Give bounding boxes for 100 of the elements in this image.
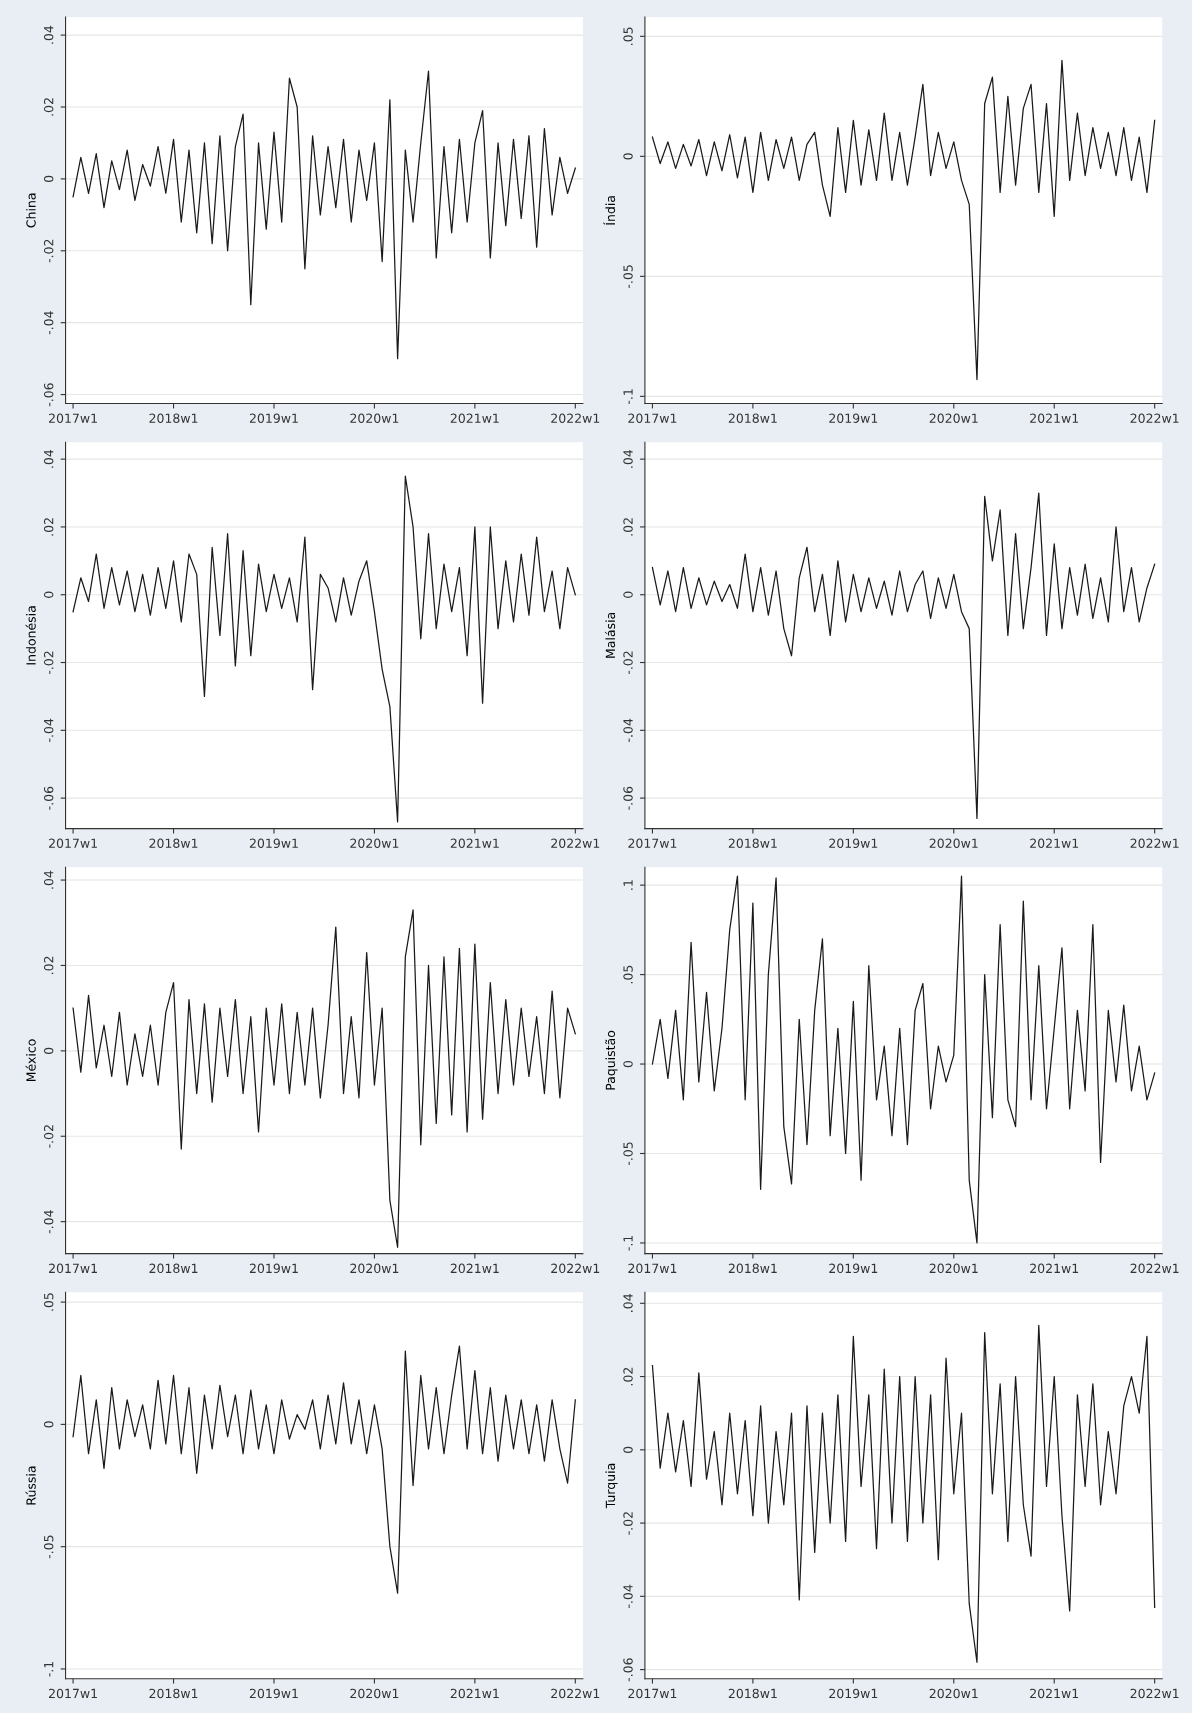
y-axis-title: Paquistão (605, 1030, 618, 1090)
x-tick-label: 2018w1 (149, 1263, 198, 1274)
line-series (72, 70, 576, 360)
y-axis-title: Indonésia (25, 606, 36, 665)
x-tick-label: 2020w1 (929, 1263, 978, 1274)
y-tick-label: .1 (623, 880, 633, 890)
y-tick-label: 0 (43, 1421, 54, 1428)
y-axis-title: Rússia (25, 1466, 36, 1505)
line-series (651, 875, 1156, 1244)
x-tick-label: 2018w1 (149, 1688, 198, 1699)
y-tick-label: -.06 (623, 1658, 633, 1682)
x-tick-label: 2018w1 (728, 1688, 777, 1699)
y-tick-label: 0 (623, 153, 633, 160)
x-tick-label: 2020w1 (929, 1688, 978, 1699)
x-tick-label: 2018w1 (149, 838, 198, 849)
y-axis-title: Índia (603, 196, 616, 225)
y-axis-title: Turquia (605, 1463, 618, 1509)
y-tick-label: .05 (623, 27, 633, 45)
y-tick-label: -.04 (623, 1584, 633, 1608)
x-tick-label: 2019w1 (249, 1263, 298, 1274)
y-tick-label: .04 (43, 25, 54, 44)
x-tick-label: 2017w1 (628, 413, 677, 423)
y-axis-title: Malásia (604, 612, 616, 658)
x-tick-label: 2022w1 (551, 1688, 600, 1699)
x-tick-label: 2020w1 (929, 838, 978, 849)
x-tick-label: 2018w1 (728, 413, 777, 423)
x-tick-label: 2020w1 (350, 1263, 399, 1274)
line-series (72, 1345, 576, 1594)
x-tick-label: 2021w1 (1030, 838, 1079, 849)
x-tick-label: 2019w1 (829, 1688, 878, 1699)
x-tick-label: 2019w1 (249, 1688, 298, 1699)
y-tick-label: -.04 (623, 718, 633, 742)
x-tick-label: 2019w1 (829, 1263, 878, 1274)
y-tick-label: .04 (43, 870, 54, 889)
y-tick-label: -.02 (623, 651, 633, 675)
x-tick-label: 2022w1 (551, 1263, 600, 1274)
line-series (651, 59, 1156, 381)
x-tick-label: 2021w1 (450, 838, 499, 849)
line-series (72, 909, 576, 1248)
y-tick-label: -.05 (43, 1535, 54, 1559)
y-tick-label: 0 (43, 1047, 54, 1055)
y-tick-label: .02 (43, 956, 54, 975)
x-tick-label: 2022w1 (1130, 1688, 1179, 1699)
x-tick-label: 2018w1 (728, 1263, 777, 1274)
x-tick-label: 2021w1 (1030, 413, 1079, 423)
x-tick-label: 2022w1 (1130, 413, 1179, 423)
x-tick-label: 2018w1 (149, 413, 198, 423)
x-tick-label: 2021w1 (1030, 1263, 1079, 1274)
y-tick-label: .02 (623, 1367, 633, 1386)
x-tick-label: 2017w1 (628, 838, 677, 849)
line-series (72, 475, 576, 823)
y-tick-label: -.04 (43, 311, 54, 335)
y-tick-label: .04 (623, 1294, 633, 1312)
x-tick-label: 2017w1 (49, 413, 97, 423)
x-tick-label: 2017w1 (49, 1263, 97, 1274)
x-tick-label: 2018w1 (728, 838, 777, 849)
y-tick-label: .02 (43, 98, 54, 116)
y-tick-label: -.02 (623, 1512, 633, 1535)
y-tick-label: .02 (623, 518, 633, 536)
y-axis-title: China (26, 193, 36, 228)
y-tick-label: -.06 (43, 786, 54, 810)
x-tick-label: 2021w1 (450, 413, 499, 423)
y-axis-title: México (25, 1039, 36, 1082)
y-tick-label: -.05 (623, 1142, 633, 1166)
y-tick-label: .04 (623, 449, 633, 468)
x-tick-label: 2019w1 (829, 838, 878, 849)
line-series (651, 492, 1156, 820)
y-tick-label: 0 (623, 1060, 633, 1068)
x-tick-label: 2021w1 (450, 1263, 499, 1274)
y-tick-label: .04 (43, 449, 54, 468)
x-tick-label: 2019w1 (249, 413, 298, 423)
y-tick-label: -.1 (44, 1661, 54, 1677)
y-tick-label: 0 (43, 591, 54, 598)
y-tick-label: -.1 (623, 1235, 633, 1251)
y-tick-label: .02 (43, 518, 54, 536)
y-tick-label: -.06 (43, 383, 54, 407)
x-tick-label: 2020w1 (350, 1688, 399, 1699)
x-tick-label: 2022w1 (1130, 838, 1179, 849)
x-tick-label: 2021w1 (1030, 1688, 1079, 1699)
x-tick-label: 2017w1 (628, 1263, 677, 1274)
y-tick-label: -.02 (43, 651, 54, 675)
x-tick-label: 2022w1 (551, 838, 600, 849)
x-tick-label: 2022w1 (551, 413, 600, 423)
y-tick-label: -.05 (623, 265, 633, 288)
line-series (651, 1324, 1156, 1663)
y-tick-label: .05 (623, 965, 633, 984)
y-tick-label: -.02 (43, 1125, 54, 1148)
x-tick-label: 2017w1 (49, 838, 97, 849)
x-tick-label: 2021w1 (450, 1688, 499, 1699)
x-tick-label: 2020w1 (350, 413, 399, 423)
x-tick-label: 2020w1 (350, 838, 399, 849)
x-tick-label: 2020w1 (929, 413, 978, 423)
x-tick-label: 2022w1 (1130, 1263, 1179, 1274)
y-tick-label: 0 (623, 591, 633, 598)
y-tick-label: -.02 (43, 239, 54, 263)
y-tick-label: .05 (43, 1293, 54, 1311)
y-tick-label: -.04 (43, 1210, 54, 1234)
x-tick-label: 2017w1 (49, 1688, 97, 1699)
y-tick-label: 0 (43, 175, 54, 183)
x-tick-label: 2019w1 (829, 413, 878, 423)
